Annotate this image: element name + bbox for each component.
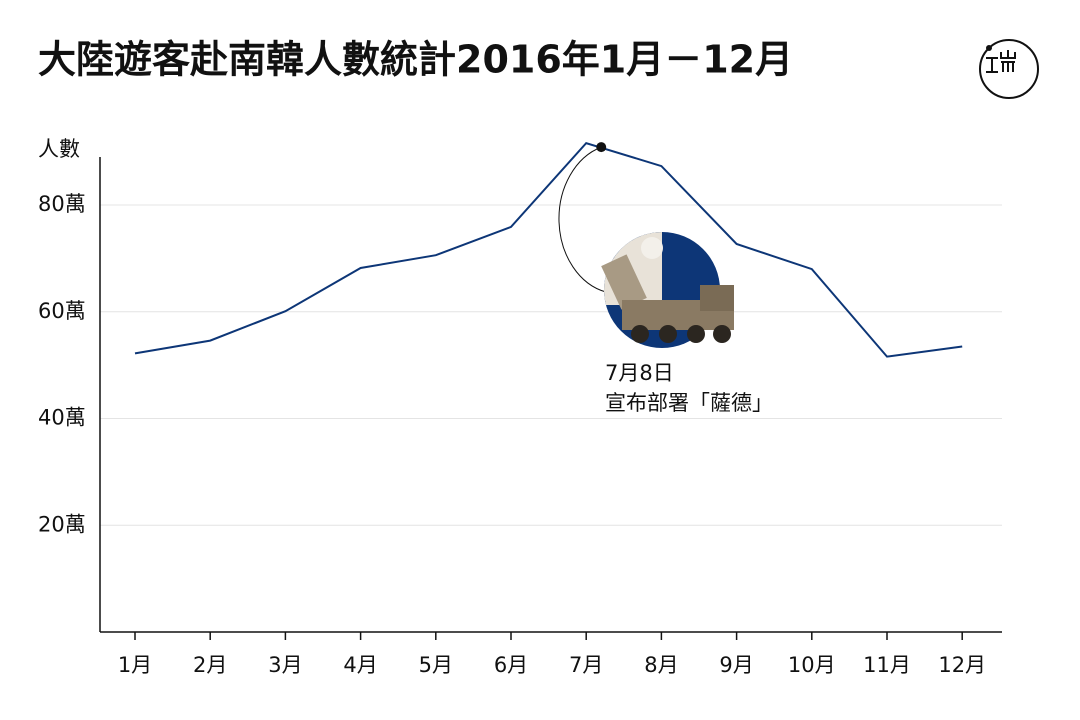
annotation-arc	[558, 146, 607, 293]
annotation-dot	[596, 142, 607, 153]
illustration	[601, 232, 734, 348]
line	[134, 141, 963, 358]
truck-cab	[700, 285, 734, 311]
chart-title: 大陸遊客赴南韓人數統計2016年1月－12月	[38, 38, 793, 82]
y-tick-label: 60萬	[38, 299, 86, 323]
x-tick-label: 8月	[644, 653, 678, 677]
x-tick-label: 10月	[788, 653, 836, 677]
smoke	[641, 237, 663, 259]
y-tick-label: 40萬	[38, 406, 86, 430]
x-tick-label: 1月	[118, 653, 152, 677]
logo	[979, 39, 1039, 99]
x-tick-label: 9月	[719, 653, 753, 677]
x-tick-label: 3月	[268, 653, 302, 677]
y-tick-label: 80萬	[38, 192, 86, 216]
launcher	[601, 254, 647, 310]
y-tick-label: 20萬	[38, 512, 86, 536]
wheel	[659, 325, 677, 343]
x-tick-label: 6月	[494, 653, 528, 677]
x-tick-label: 2月	[193, 653, 227, 677]
annotation-date: 7月8日	[605, 361, 674, 385]
x-tick-label: 7月	[569, 653, 603, 677]
y-axis-label: 人數	[38, 137, 80, 161]
annotation-text: 宣布部署「薩德」	[605, 391, 773, 415]
x-tick-label: 11月	[863, 653, 911, 677]
x-tick-label: 5月	[419, 653, 453, 677]
wheel	[687, 325, 705, 343]
x-tick-label: 12月	[938, 653, 986, 677]
x-tick-label: 4月	[343, 653, 377, 677]
wheel	[631, 325, 649, 343]
wheel	[713, 325, 731, 343]
